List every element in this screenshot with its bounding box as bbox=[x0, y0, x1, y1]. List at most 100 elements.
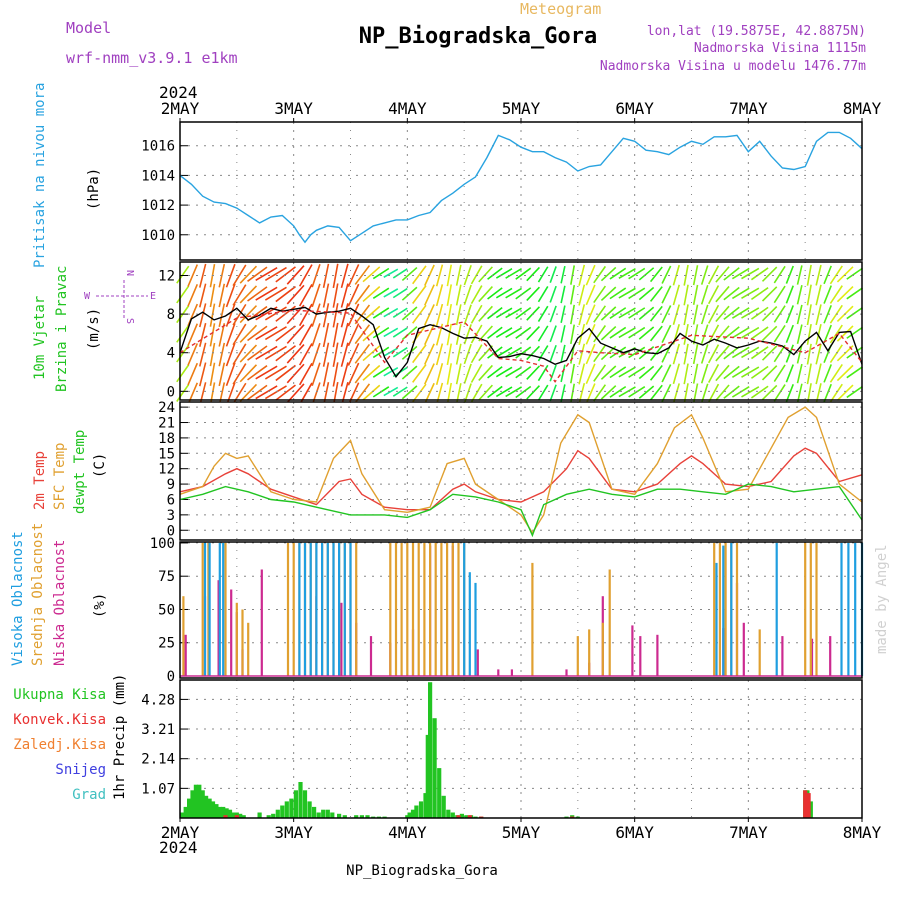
wind-arrow bbox=[392, 327, 408, 338]
bar bbox=[286, 542, 290, 676]
y-tick-label: 4.28 bbox=[141, 692, 175, 708]
wind-arrow bbox=[815, 343, 822, 365]
y-tick-label: 8 bbox=[167, 307, 175, 323]
wind-arrow bbox=[470, 364, 483, 383]
bar bbox=[235, 602, 238, 676]
bar bbox=[275, 809, 280, 818]
wind-arrow bbox=[609, 326, 627, 339]
wind-arrow bbox=[383, 367, 399, 377]
bar bbox=[201, 542, 204, 676]
y-tick-label: 3.21 bbox=[141, 722, 175, 738]
top-day-label: 2MAY bbox=[161, 99, 200, 118]
wind-arrow bbox=[505, 268, 522, 279]
wind-arrow bbox=[526, 365, 540, 380]
wind-arrow bbox=[593, 344, 607, 363]
wind-arrow bbox=[829, 324, 843, 344]
wind-arrow bbox=[275, 285, 296, 303]
wind-arrow bbox=[785, 285, 794, 304]
bar bbox=[321, 809, 326, 818]
wind-arrow bbox=[311, 362, 321, 386]
bar bbox=[405, 815, 410, 818]
wind-arrow bbox=[340, 283, 349, 308]
wind-arrow bbox=[692, 324, 699, 345]
bar bbox=[467, 815, 472, 818]
wind-arrow bbox=[700, 304, 709, 325]
wind-arrow bbox=[362, 345, 381, 362]
legend-total-rain: Ukupna Kisa bbox=[13, 687, 106, 703]
wind-arrow bbox=[218, 362, 226, 387]
wind-arrow bbox=[515, 306, 532, 320]
bar bbox=[298, 782, 303, 818]
wind-arrow bbox=[731, 366, 750, 378]
bar bbox=[809, 542, 812, 676]
wind-arrow bbox=[715, 364, 730, 382]
wind-arrow bbox=[638, 267, 655, 281]
wind-arrow bbox=[560, 384, 566, 402]
wind-arrow bbox=[707, 363, 720, 383]
bottom-axis-labels: 2MAY 3MAY 4MAY 5MAY 6MAY 7MAY 8MAY bbox=[161, 823, 882, 842]
wind-arrow bbox=[455, 264, 462, 286]
wind-arrow bbox=[495, 307, 513, 319]
wind-arrow bbox=[715, 384, 730, 401]
wind-arrow bbox=[815, 363, 822, 385]
wind-arrow bbox=[401, 345, 418, 360]
wind-arrow bbox=[560, 305, 566, 323]
wind-arrow bbox=[785, 324, 794, 344]
wind-arrow bbox=[815, 284, 822, 306]
bar bbox=[337, 813, 342, 818]
lonlat-label: lon,lat (19.5875E, 42.8875N) bbox=[647, 24, 866, 39]
grid bbox=[179, 122, 863, 260]
bar bbox=[428, 682, 433, 818]
bar bbox=[742, 622, 745, 676]
bar bbox=[425, 734, 430, 818]
model-altitude-label: Nadmorska Visina u modelu 1476.77m bbox=[600, 59, 866, 74]
wind-arrow bbox=[560, 265, 566, 284]
wind-arrow bbox=[239, 305, 258, 324]
wind-arrow bbox=[750, 365, 769, 379]
wind-arrow bbox=[549, 345, 557, 362]
y-tick-label: 24 bbox=[158, 400, 175, 416]
bar bbox=[365, 815, 370, 818]
wind-arrow bbox=[796, 285, 803, 305]
wind-arrow bbox=[549, 325, 557, 343]
bar bbox=[440, 542, 443, 676]
wind-arrow bbox=[495, 268, 513, 279]
wind-arrow bbox=[593, 364, 607, 382]
wind-arrow bbox=[823, 285, 832, 304]
bar bbox=[316, 812, 321, 818]
wind-arrow bbox=[515, 385, 532, 399]
grid bbox=[179, 262, 863, 400]
wind-arrow bbox=[707, 383, 720, 403]
bar bbox=[321, 542, 324, 676]
bar bbox=[450, 812, 455, 818]
bar bbox=[804, 542, 807, 676]
wind-arrow bbox=[383, 307, 399, 318]
wind-arrow bbox=[218, 342, 226, 367]
wind-arrow bbox=[515, 267, 532, 280]
top-day-label: 6MAY bbox=[615, 99, 654, 118]
bar bbox=[722, 545, 725, 676]
bar bbox=[207, 798, 212, 818]
bar bbox=[808, 801, 813, 818]
wind-arrow-field bbox=[176, 263, 863, 407]
wind-arrow bbox=[715, 305, 730, 323]
wind-arrow bbox=[723, 365, 740, 380]
wind-arrow bbox=[628, 366, 646, 378]
wind-arrow bbox=[247, 266, 268, 282]
temp2m-ylabel: 2m Temp bbox=[32, 451, 48, 510]
bar bbox=[464, 815, 469, 818]
wind-arrow bbox=[495, 287, 513, 299]
bar bbox=[531, 562, 534, 676]
wind-arrow bbox=[286, 363, 305, 384]
wind-arrow bbox=[638, 326, 655, 340]
wind-arrow bbox=[239, 344, 258, 363]
y-tick-label: 0 bbox=[167, 523, 175, 539]
wind-arrow bbox=[846, 326, 863, 339]
wind-arrow bbox=[383, 347, 399, 357]
y-tick-label: 18 bbox=[158, 431, 175, 447]
y-tick-label: 0 bbox=[167, 669, 175, 685]
wind-arrow bbox=[806, 264, 812, 286]
wind-arrow bbox=[362, 364, 381, 381]
top-day-label: 4MAY bbox=[388, 99, 427, 118]
bar bbox=[806, 793, 811, 818]
